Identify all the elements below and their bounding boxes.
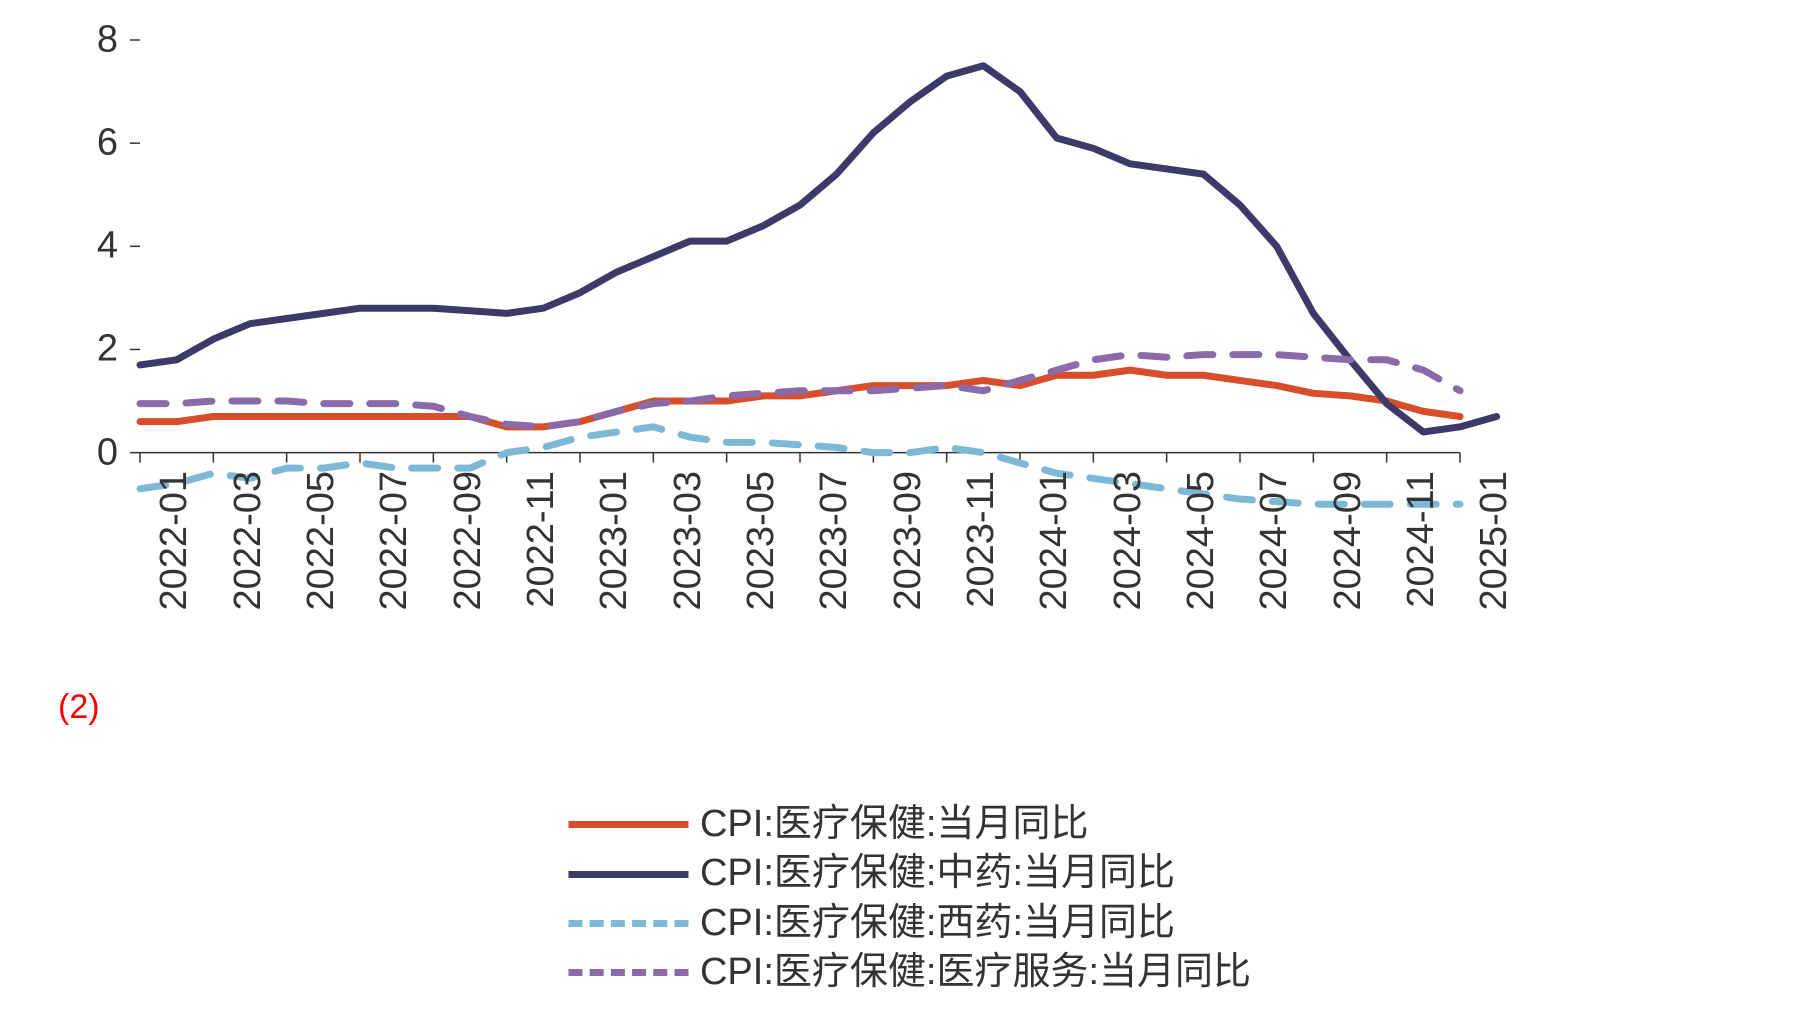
- x-tick-label: 2022-09: [447, 471, 490, 610]
- x-tick-label: 2023-05: [740, 471, 783, 610]
- x-tick-label: 2023-07: [813, 471, 856, 610]
- y-tick-label: 4: [0, 225, 118, 268]
- y-tick-label: 0: [0, 431, 118, 474]
- legend-swatch: [568, 920, 688, 927]
- x-tick-label: 2023-01: [593, 471, 636, 610]
- x-tick-label: 2024-03: [1107, 471, 1150, 610]
- legend-label: CPI:医疗保健:中药:当月同比: [700, 849, 1175, 898]
- legend-swatch: [568, 871, 688, 878]
- x-tick-label: 2024-05: [1180, 471, 1223, 610]
- legend-item: CPI:医疗保健:医疗服务:当月同比: [568, 948, 1251, 997]
- y-tick-label: 8: [0, 19, 118, 62]
- x-tick-label: 2022-01: [153, 471, 196, 610]
- legend-label: CPI:医疗保健:当月同比: [700, 800, 1088, 849]
- legend-swatch: [568, 821, 688, 828]
- legend-swatch: [568, 969, 688, 976]
- x-tick-label: 2022-05: [300, 471, 343, 610]
- x-tick-label: 2024-07: [1253, 471, 1296, 610]
- y-tick-label: 6: [0, 122, 118, 165]
- x-tick-label: 2024-01: [1033, 471, 1076, 610]
- x-tick-label: 2024-11: [1400, 471, 1443, 608]
- annotation-marker: (2): [58, 688, 100, 727]
- x-tick-label: 2024-09: [1327, 471, 1370, 610]
- x-tick-label: 2022-03: [227, 471, 270, 610]
- x-tick-label: 2022-11: [520, 471, 563, 608]
- x-tick-label: 2025-01: [1473, 471, 1516, 610]
- series-line: [140, 66, 1497, 432]
- legend-label: CPI:医疗保健:西药:当月同比: [700, 899, 1175, 948]
- cpi-healthcare-line-chart: 0 2 4 6 8 2022-01 2022-03 2022-05 2022-07 2022-0…: [0, 0, 1819, 1032]
- x-tick-label: 2022-07: [373, 471, 416, 610]
- legend: CPI:医疗保健:当月同比CPI:医疗保健:中药:当月同比CPI:医疗保健:西药…: [568, 800, 1251, 998]
- x-tick-label: 2023-11: [960, 471, 1003, 608]
- legend-item: CPI:医疗保健:当月同比: [568, 800, 1088, 849]
- y-tick-label: 2: [0, 328, 118, 371]
- x-tick-label: 2023-09: [887, 471, 930, 610]
- legend-label: CPI:医疗保健:医疗服务:当月同比: [700, 948, 1251, 997]
- legend-item: CPI:医疗保健:中药:当月同比: [568, 849, 1175, 898]
- x-tick-label: 2023-03: [667, 471, 710, 610]
- legend-item: CPI:医疗保健:西药:当月同比: [568, 899, 1175, 948]
- series-line: [140, 370, 1460, 427]
